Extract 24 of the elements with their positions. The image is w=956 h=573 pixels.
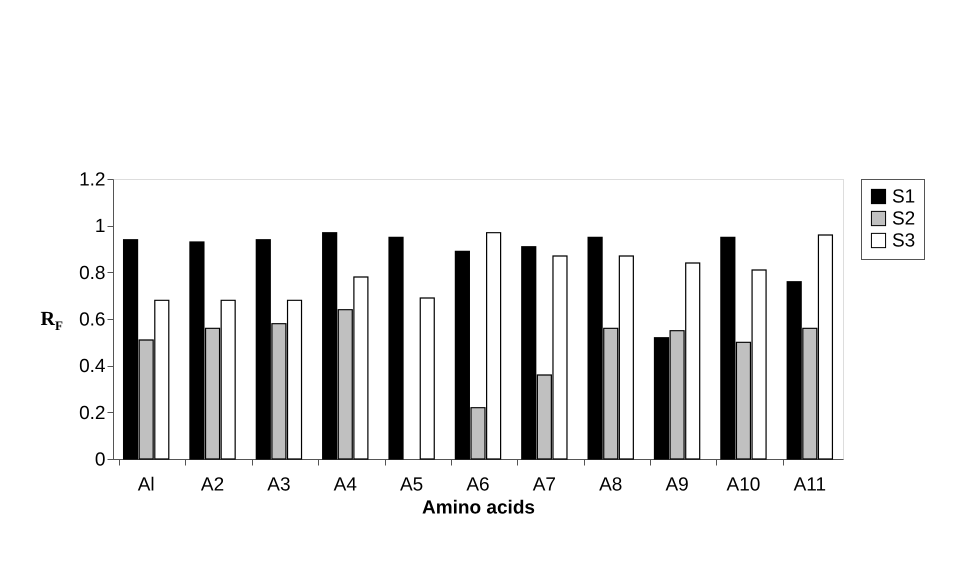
y-tick-label: 1 xyxy=(94,216,106,238)
legend-label: S2 xyxy=(892,208,916,230)
y-tick-label: 1.2 xyxy=(79,170,106,190)
x-tick-label: A8 xyxy=(599,474,622,496)
x-axis-title: Amino acids xyxy=(422,498,535,518)
x-tick-label: A10 xyxy=(726,474,760,496)
x-tick-label: A5 xyxy=(400,474,424,496)
y-tick-label: 0.8 xyxy=(79,262,106,284)
x-tick-label: Al xyxy=(138,474,155,496)
x-tick-label: A7 xyxy=(532,474,556,496)
bar xyxy=(420,297,435,460)
y-tick-label: 0.2 xyxy=(79,402,106,424)
legend-label: S3 xyxy=(892,230,916,252)
y-tick-label: 0.6 xyxy=(79,310,106,330)
x-tick-label: A9 xyxy=(665,474,689,496)
y-tick-label: 0.4 xyxy=(79,356,106,378)
x-tick-label: A3 xyxy=(267,474,291,496)
legend-label: S1 xyxy=(892,186,916,208)
bar xyxy=(388,236,404,460)
y-tick-label: 0 xyxy=(94,450,106,470)
x-tick-label: A6 xyxy=(466,474,490,496)
x-tick-label: A2 xyxy=(200,474,224,496)
x-tick-label: A11 xyxy=(794,474,826,496)
x-tick-label: A4 xyxy=(334,474,358,496)
